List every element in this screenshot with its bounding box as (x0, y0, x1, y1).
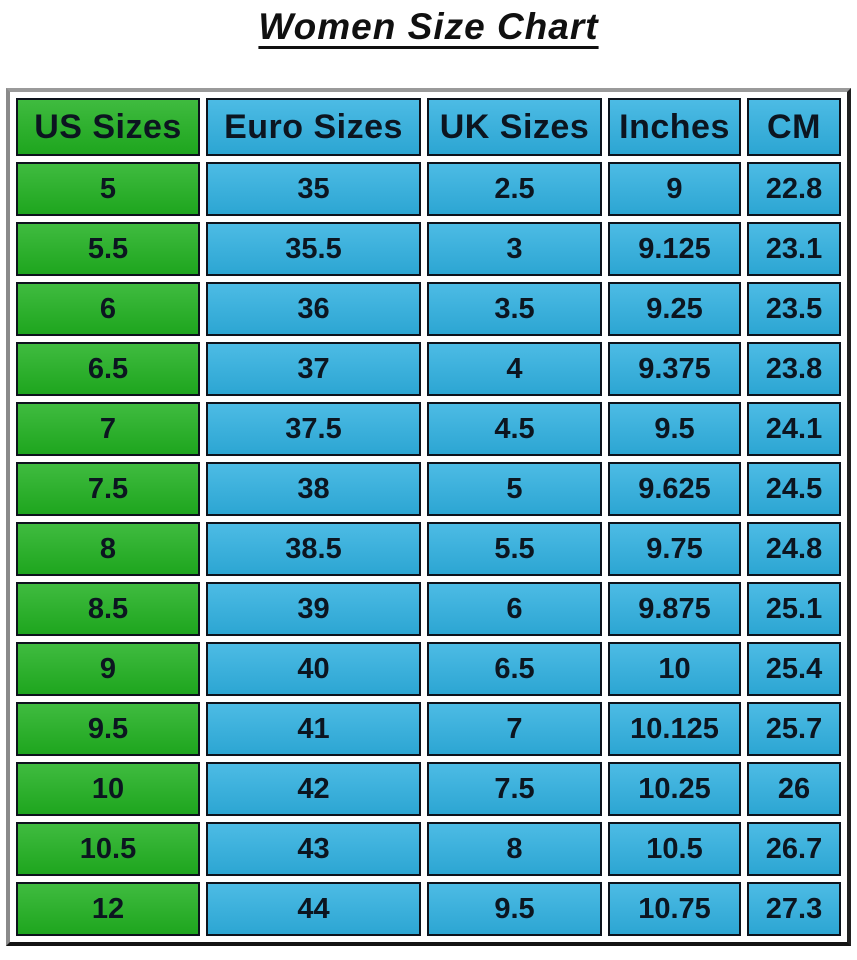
size-cell: 3.5 (427, 282, 602, 336)
us-size-cell: 9 (16, 642, 200, 696)
table-row: 9.5 41 7 10.125 25.7 (16, 702, 841, 756)
size-cell: 9.5 (427, 882, 602, 936)
size-cell: 38.5 (206, 522, 421, 576)
page-title: Women Size Chart (258, 6, 599, 47)
header-euro-sizes: Euro Sizes (206, 98, 421, 156)
us-size-cell: 10.5 (16, 822, 200, 876)
table-row: 5 35 2.5 9 22.8 (16, 162, 841, 216)
table-row: 6.5 37 4 9.375 23.8 (16, 342, 841, 396)
us-size-cell: 7 (16, 402, 200, 456)
size-cell: 26 (747, 762, 841, 816)
size-cell: 9.75 (608, 522, 741, 576)
size-cell: 7 (427, 702, 602, 756)
size-cell: 9 (608, 162, 741, 216)
table-row: 7 37.5 4.5 9.5 24.1 (16, 402, 841, 456)
size-cell: 9.875 (608, 582, 741, 636)
us-size-cell: 5 (16, 162, 200, 216)
table-row: 8.5 39 6 9.875 25.1 (16, 582, 841, 636)
us-size-cell: 7.5 (16, 462, 200, 516)
header-us-sizes: US Sizes (16, 98, 200, 156)
us-size-cell: 6.5 (16, 342, 200, 396)
size-cell: 26.7 (747, 822, 841, 876)
table-body: 5 35 2.5 9 22.8 5.5 35.5 3 9.125 23.1 6 36 3.5 9.25 23… (16, 162, 841, 936)
us-size-cell: 12 (16, 882, 200, 936)
size-cell: 35 (206, 162, 421, 216)
header-inches: Inches (608, 98, 741, 156)
size-cell: 36 (206, 282, 421, 336)
table-row: 9 40 6.5 10 25.4 (16, 642, 841, 696)
size-cell: 24.8 (747, 522, 841, 576)
size-cell: 2.5 (427, 162, 602, 216)
us-size-cell: 6 (16, 282, 200, 336)
us-size-cell: 5.5 (16, 222, 200, 276)
size-cell: 25.4 (747, 642, 841, 696)
size-cell: 43 (206, 822, 421, 876)
size-cell: 37 (206, 342, 421, 396)
size-cell: 8 (427, 822, 602, 876)
size-cell: 23.5 (747, 282, 841, 336)
size-cell: 22.8 (747, 162, 841, 216)
size-cell: 10.125 (608, 702, 741, 756)
size-cell: 9.125 (608, 222, 741, 276)
size-cell: 25.1 (747, 582, 841, 636)
size-cell: 25.7 (747, 702, 841, 756)
size-cell: 7.5 (427, 762, 602, 816)
size-cell: 6 (427, 582, 602, 636)
header-cm: CM (747, 98, 841, 156)
size-cell: 9.625 (608, 462, 741, 516)
size-cell: 27.3 (747, 882, 841, 936)
table-row: 7.5 38 5 9.625 24.5 (16, 462, 841, 516)
size-cell: 42 (206, 762, 421, 816)
size-cell: 9.5 (608, 402, 741, 456)
header-uk-sizes: UK Sizes (427, 98, 602, 156)
table-row: 6 36 3.5 9.25 23.5 (16, 282, 841, 336)
size-cell: 6.5 (427, 642, 602, 696)
size-cell: 44 (206, 882, 421, 936)
women-size-chart-table: US Sizes Euro Sizes UK Sizes Inches CM 5… (6, 88, 851, 946)
size-cell: 10.75 (608, 882, 741, 936)
size-cell: 24.1 (747, 402, 841, 456)
size-cell: 37.5 (206, 402, 421, 456)
size-cell: 9.25 (608, 282, 741, 336)
size-cell: 41 (206, 702, 421, 756)
table-row: 10 42 7.5 10.25 26 (16, 762, 841, 816)
size-cell: 10 (608, 642, 741, 696)
us-size-cell: 10 (16, 762, 200, 816)
table-row: 5.5 35.5 3 9.125 23.1 (16, 222, 841, 276)
size-cell: 5 (427, 462, 602, 516)
size-cell: 9.375 (608, 342, 741, 396)
us-size-cell: 8 (16, 522, 200, 576)
size-cell: 24.5 (747, 462, 841, 516)
size-cell: 10.25 (608, 762, 741, 816)
size-cell: 23.8 (747, 342, 841, 396)
us-size-cell: 9.5 (16, 702, 200, 756)
size-cell: 39 (206, 582, 421, 636)
size-cell: 23.1 (747, 222, 841, 276)
size-cell: 38 (206, 462, 421, 516)
size-cell: 4.5 (427, 402, 602, 456)
size-cell: 35.5 (206, 222, 421, 276)
size-cell: 10.5 (608, 822, 741, 876)
table-row: 8 38.5 5.5 9.75 24.8 (16, 522, 841, 576)
size-cell: 5.5 (427, 522, 602, 576)
size-cell: 40 (206, 642, 421, 696)
size-cell: 4 (427, 342, 602, 396)
table-row: 10.5 43 8 10.5 26.7 (16, 822, 841, 876)
table-row: 12 44 9.5 10.75 27.3 (16, 882, 841, 936)
size-cell: 3 (427, 222, 602, 276)
header-row: US Sizes Euro Sizes UK Sizes Inches CM (16, 98, 841, 156)
us-size-cell: 8.5 (16, 582, 200, 636)
